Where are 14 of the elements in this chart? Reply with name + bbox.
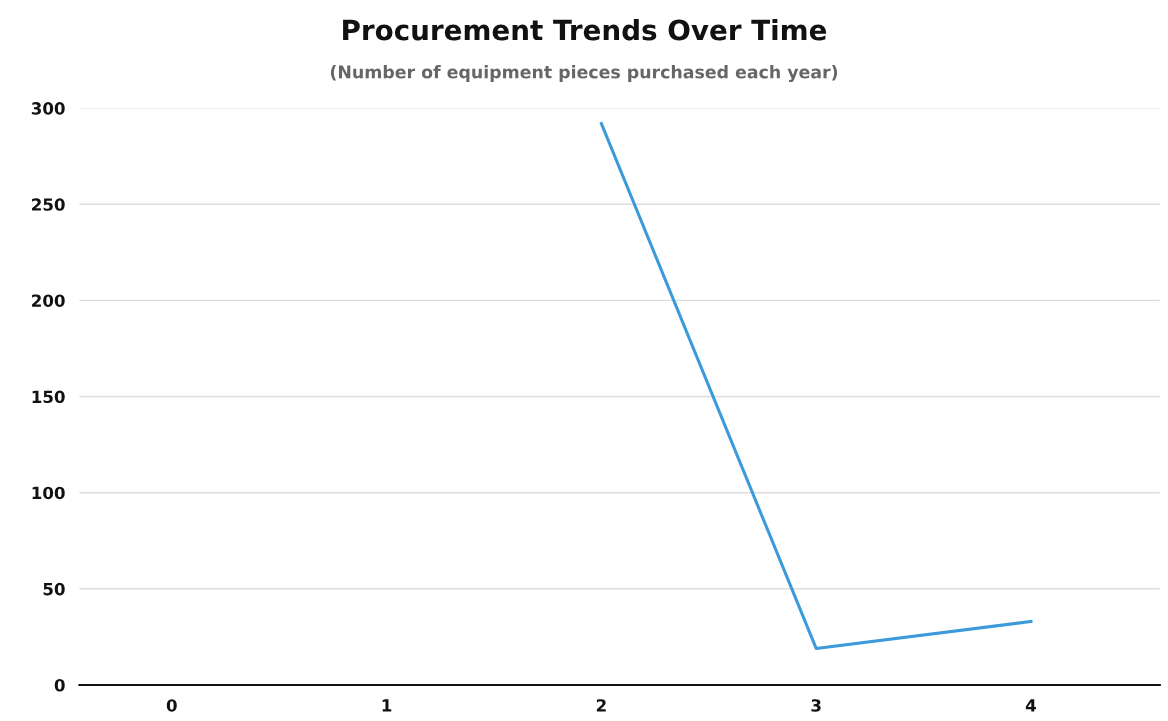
y-tick-label: 200 <box>32 294 65 307</box>
y-tick-label: 0 <box>54 678 65 692</box>
y-tick-label: 250 <box>32 198 65 211</box>
x-tick-label: 0 <box>166 699 177 712</box>
y-tick-label: 100 <box>32 486 65 500</box>
chart-subtitle: (Number of equipment pieces purchased each year) <box>330 65 838 83</box>
x-tick-label: 4 <box>1025 699 1036 712</box>
y-tick-label: 300 <box>31 102 65 115</box>
x-tick-label: 1 <box>382 699 392 712</box>
chart-title: Procurement Trends Over Time <box>343 19 827 41</box>
x-tick-label: 2 <box>596 699 606 712</box>
y-tick-label: 50 <box>43 582 65 596</box>
y-tick-label: 150 <box>32 390 65 404</box>
x-tick-label: 3 <box>811 699 821 712</box>
